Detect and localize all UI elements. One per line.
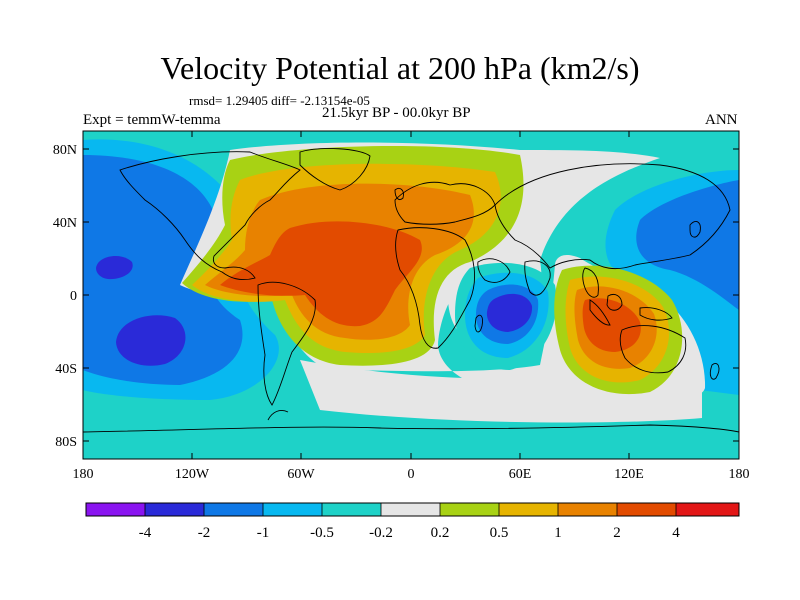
- coast-new-guinea: [639, 307, 673, 321]
- colorbar-swatch-9: [617, 503, 676, 516]
- contour-pacific-s-deep: [116, 315, 186, 366]
- coastlines: [83, 148, 739, 433]
- colorbar-swatch-1: [145, 503, 204, 516]
- season-label: ANN: [705, 112, 738, 128]
- coast-uk: [394, 187, 404, 201]
- contour-indian-deep: [486, 293, 533, 332]
- coast-madagascar: [474, 314, 483, 333]
- chart-title: Velocity Potential at 200 hPa (km2/s): [160, 50, 640, 86]
- coast-north-america: [119, 151, 301, 281]
- rmsd-stat: rmsd= 1.29405 diff= -2.13154e-05: [189, 93, 370, 108]
- lat-label-equator: 0: [70, 289, 77, 304]
- time-range-subtitle: 21.5kyr BP - 00.0kyr BP: [322, 105, 471, 121]
- coast-south-america: [257, 281, 316, 406]
- lat-ticks: [83, 148, 739, 442]
- colorbar-swatch-7: [499, 503, 558, 516]
- colorbar-swatch-6: [440, 503, 499, 516]
- colorbar-swatch-5: [381, 503, 440, 516]
- colorbar-swatch-10: [676, 503, 739, 516]
- colorbar-label-0: -4: [139, 525, 152, 541]
- coast-arabia: [477, 258, 511, 283]
- coast-southeast-asia: [582, 267, 599, 298]
- lat-label-40n: 40N: [53, 216, 77, 231]
- coast-antarctica: [83, 424, 739, 433]
- colorbar-frame: [85, 502, 740, 517]
- colorbar-label-1: -2: [198, 525, 211, 541]
- contour-field: [83, 131, 739, 459]
- colorbar-label-3: -0.5: [310, 525, 334, 541]
- lon-ticks: [82, 131, 630, 459]
- lat-label-80n: 80N: [53, 143, 77, 158]
- lon-label-60e: 60E: [509, 467, 532, 482]
- lon-label-120e: 120E: [614, 467, 644, 482]
- colorbar-label-9: 4: [672, 525, 680, 541]
- contour-pacific-w-blue: [83, 155, 243, 385]
- colorbar-dividers: [144, 503, 677, 516]
- colorbar-label-4: -0.2: [369, 525, 393, 541]
- colorbar-swatch-8: [558, 503, 617, 516]
- coast-greenland: [299, 148, 371, 191]
- lon-label-120w: 120W: [175, 467, 210, 482]
- contour-pacific-nw-deep: [96, 256, 133, 280]
- colorbar-label-6: 0.5: [490, 525, 509, 541]
- colorbar-label-7: 1: [554, 525, 562, 541]
- contour-maritime-redorange: [582, 298, 641, 352]
- colorbar-label-8: 2: [613, 525, 621, 541]
- coast-borneo: [606, 294, 623, 311]
- colorbar-label-5: 0.2: [431, 525, 450, 541]
- coast-japan: [689, 221, 701, 238]
- lat-label-40s: 40S: [55, 362, 77, 377]
- colorbar: -4 -2 -1 -0.5 -0.2 0.2 0.5 1 2 4: [85, 502, 740, 541]
- colorbar-swatch-3: [263, 503, 322, 516]
- experiment-label: Expt = temmW-temma: [83, 112, 221, 128]
- colorbar-swatch-0: [86, 503, 145, 516]
- coast-asia: [494, 163, 731, 270]
- contour-south-gray-band: [300, 360, 702, 423]
- coast-antarctic-peninsula: [267, 409, 289, 421]
- lat-label-80s: 80S: [55, 435, 77, 450]
- coast-europe: [394, 181, 496, 225]
- coast-india: [524, 260, 551, 296]
- colorbar-swatch-4: [322, 503, 381, 516]
- coast-sumatra: [589, 299, 611, 326]
- lon-label-60w: 60W: [287, 467, 315, 482]
- coast-australia: [619, 325, 687, 374]
- colorbar-label-2: -1: [257, 525, 270, 541]
- contour-pacific-e-blue: [636, 180, 739, 310]
- contour-atlantic-redorange: [220, 221, 422, 327]
- lon-label-0: 0: [408, 467, 415, 482]
- coast-new-zealand: [709, 363, 720, 380]
- colorbar-swatch-2: [204, 503, 263, 516]
- coast-africa: [395, 227, 475, 349]
- lon-label-180e: 180: [729, 467, 750, 482]
- lon-label-180w: 180: [73, 467, 94, 482]
